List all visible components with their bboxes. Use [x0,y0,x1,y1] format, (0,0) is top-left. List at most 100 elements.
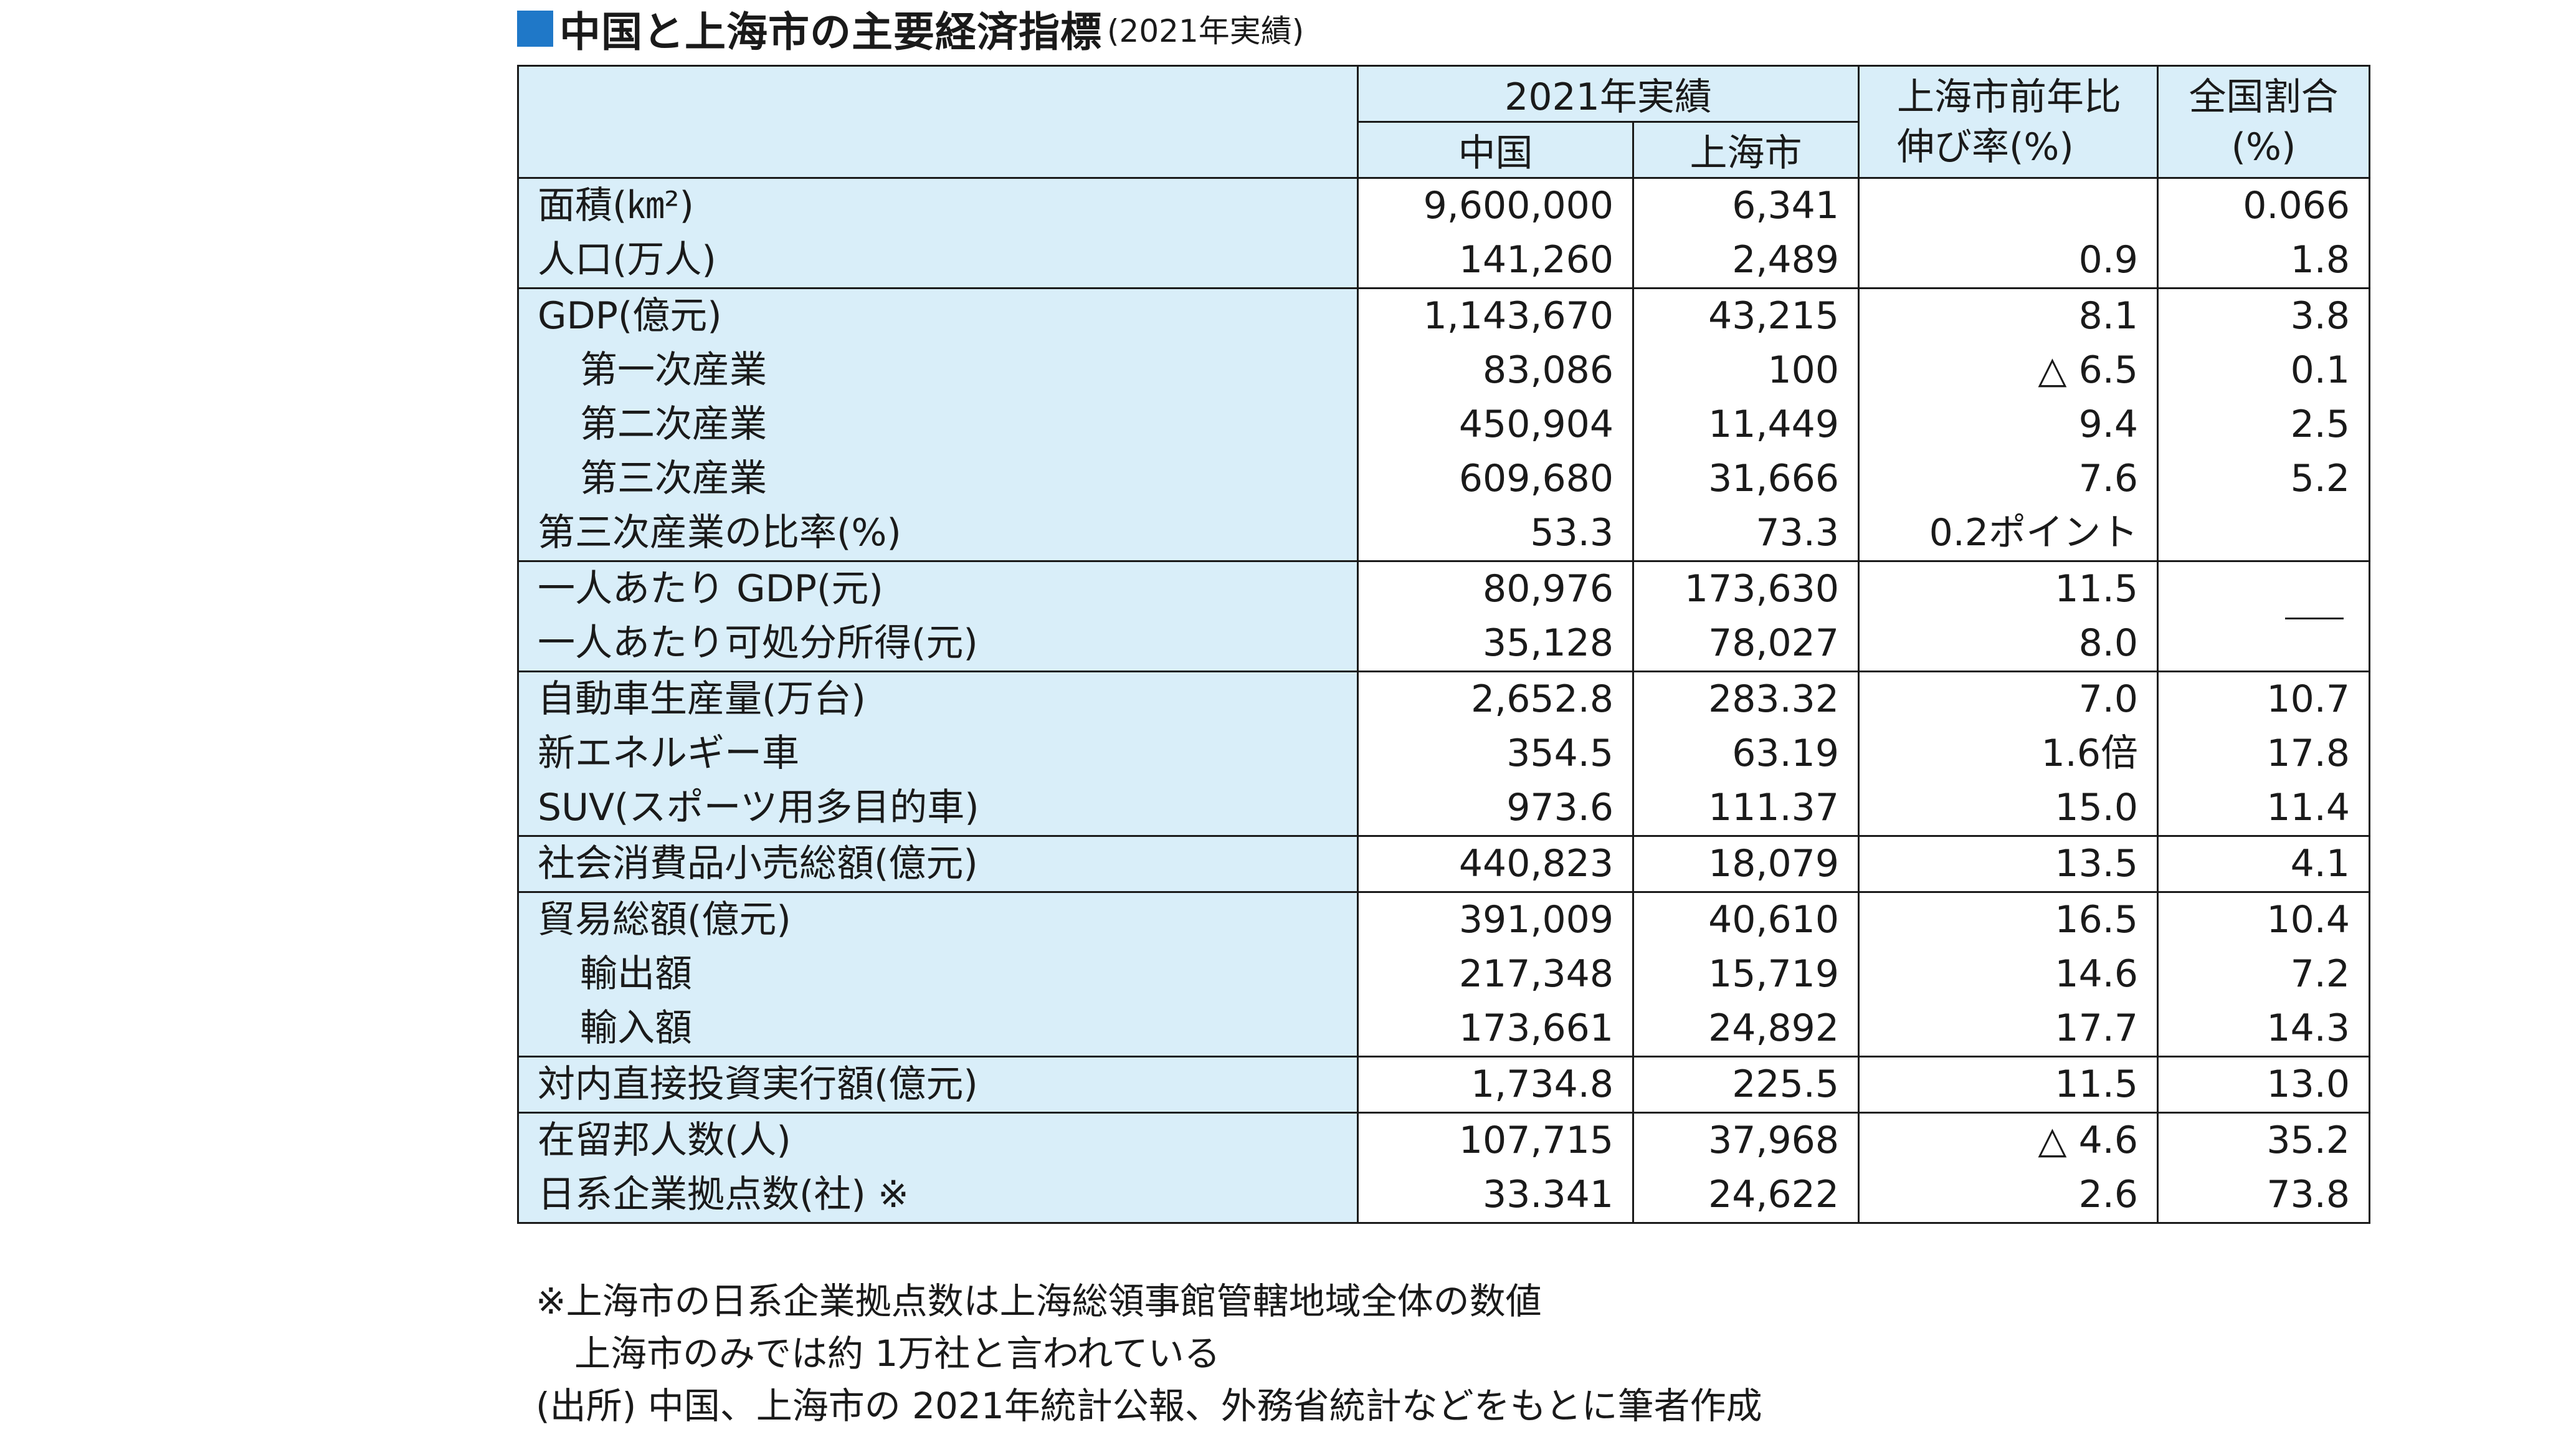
row-label: SUV(スポーツ用多目的車) [538,786,979,829]
table-row-group: 自動車生産量(万台) 新エネルギー車 SUV(スポーツ用多目的車) 2,652.8 35… [517,671,2371,837]
row-value-growth: 7.6 [2078,457,2139,500]
row-value-share: 3.8 [2290,294,2350,338]
cell-growth: 0.9 [1858,177,2159,289]
cell-label: 在留邦人数(人) 日系企業拠点数(社) ※ [517,1112,1359,1224]
row-label: 輸出額 [580,952,692,996]
row-value-china: 450,904 [1458,403,1614,446]
table-row-group: 貿易総額(億元) 輸出額 輸入額 391,009 217,348 173,661 40,61… [517,891,2371,1057]
row-label: 面積(㎞²) [538,184,694,227]
cell-share [2157,560,2371,672]
title-square-icon [517,11,553,47]
cell-label: 面積(㎞²) 人口(万人) [517,177,1359,289]
cell-china: 1,734.8 [1357,1056,1634,1114]
row-value-growth: 0.2ポイント [1929,511,2139,555]
row-value-share: 7.2 [2290,952,2350,996]
table-body: 面積(㎞²) 人口(万人) 9,600,000 141,260 6,341 2,489 0.… [517,177,2371,1224]
row-value-china: 33.341 [1483,1173,1614,1216]
table-row-group: 在留邦人数(人) 日系企業拠点数(社) ※ 107,715 33.341 37,968 2… [517,1112,2371,1224]
em-dash-mark [2285,617,2344,619]
row-value-china: 141,260 [1458,238,1614,282]
row-value-share: 0.1 [2290,348,2350,392]
cell-china: 107,715 33.341 [1357,1112,1634,1224]
cell-shanghai: 43,215 100 11,449 31,666 73.3 [1632,287,1860,562]
row-value-shanghai: 43,215 [1708,294,1840,338]
row-value-shanghai: 63.19 [1732,732,1840,775]
row-value-share: 0.066 [2243,184,2350,227]
row-value-china: 1,143,670 [1423,294,1614,338]
row-value-china: 35,128 [1483,621,1614,665]
cell-shanghai: 225.5 [1632,1056,1860,1114]
cell-share: 0.066 1.8 [2157,177,2371,289]
row-value-share: 13.0 [2266,1062,2350,1106]
row-value-growth: 17.7 [2055,1006,2139,1050]
cell-share: 35.2 73.8 [2157,1112,2371,1224]
row-value-china: 354.5 [1506,732,1614,775]
row-value-growth: 13.5 [2055,842,2139,885]
cell-growth: △ 4.6 2.6 [1858,1112,2159,1224]
row-label: 第二次産業 [580,403,767,446]
row-value-china: 391,009 [1458,898,1614,942]
cell-china: 2,652.8 354.5 973.6 [1357,671,1634,837]
row-value-share: 1.8 [2290,238,2350,282]
row-value-share: 5.2 [2290,457,2350,500]
row-value-share: 73.8 [2266,1173,2350,1216]
row-value-growth: 7.0 [2078,677,2139,721]
header-corner [517,65,1359,179]
cell-label: 社会消費品小売総額(億元) [517,835,1359,893]
cell-growth: 7.0 1.6倍 15.0 [1858,671,2159,837]
row-value-shanghai: 6,341 [1732,184,1840,227]
row-value-share: 4.1 [2290,842,2350,885]
cell-shanghai: 283.32 63.19 111.37 [1632,671,1860,837]
row-label: 第一次産業 [580,348,767,392]
row-value-share: 2.5 [2290,403,2350,446]
cell-growth: 11.5 8.0 [1858,560,2159,672]
row-value-china: 173,661 [1458,1006,1614,1050]
row-value-growth: 0.9 [2078,238,2139,282]
row-value-china: 53.3 [1530,511,1614,555]
row-label: 第三次産業 [580,457,767,500]
row-value-shanghai: 2,489 [1732,238,1840,282]
row-value-china: 107,715 [1458,1119,1614,1162]
row-value-growth: 1.6倍 [2041,732,2139,775]
table-row-group: 面積(㎞²) 人口(万人) 9,600,000 141,260 6,341 2,489 0.… [517,177,2371,289]
row-value-china: 80,976 [1483,567,1614,611]
table-row-group: 一人あたり GDP(元) 一人あたり可処分所得(元) 80,976 35,128 173… [517,560,2371,672]
row-label: 日系企業拠点数(社) ※ [538,1173,910,1216]
row-label: 人口(万人) [538,238,716,282]
row-label: 対内直接投資実行額(億元) [538,1062,978,1106]
row-value-china: 2,652.8 [1470,677,1614,721]
row-value-shanghai: 40,610 [1708,898,1840,942]
row-value-growth: 2.6 [2078,1173,2139,1216]
row-value-growth: 11.5 [2055,567,2139,611]
cell-label: GDP(億元) 第一次産業 第二次産業 第三次産業 第三次産業の比率(%) [517,287,1359,562]
header-share-line2: (%) [2231,125,2296,169]
cell-china: 1,143,670 83,086 450,904 609,680 53.3 [1357,287,1634,562]
table-row-group: 社会消費品小売総額(億元) 440,823 18,079 13.5 4.1 [517,835,2371,893]
cell-china: 440,823 [1357,835,1634,893]
table-row-group: GDP(億元) 第一次産業 第二次産業 第三次産業 第三次産業の比率(%) 1,143,6… [517,287,2371,562]
row-value-growth [1878,179,2138,233]
footnote-source: (出所) 中国、上海市の 2021年統計公報、外務省統計などをもとに筆者作成 [536,1385,1762,1427]
header-growth-line1: 上海市前年比 [1897,75,2122,119]
header-share-line1: 全国割合 [2189,75,2339,119]
row-value-shanghai: 111.37 [1708,786,1840,829]
row-value-share: 11.4 [2266,786,2350,829]
row-value-china: 9,600,000 [1423,184,1614,227]
row-value-share: 14.3 [2266,1006,2350,1050]
indicator-table: 2021年実績 上海市前年比 伸び率(%) 全国割合 (%) 中国 上海市 面積… [517,65,2371,1224]
row-label: 一人あたり GDP(元) [538,567,883,611]
row-label: 貿易総額(億元) [538,898,791,942]
header-share: 全国割合 (%) [2157,65,2371,179]
cell-growth: 13.5 [1858,835,2159,893]
table-row-group: 対内直接投資実行額(億元) 1,734.8 225.5 11.5 13.0 [517,1056,2371,1114]
cell-shanghai: 37,968 24,622 [1632,1112,1860,1224]
row-value-share: 35.2 [2266,1119,2350,1162]
cell-share: 4.1 [2157,835,2371,893]
cell-share: 13.0 [2157,1056,2371,1114]
row-value-china: 1,734.8 [1470,1062,1614,1106]
cell-share: 10.4 7.2 14.3 [2157,891,2371,1057]
row-value-growth: 9.4 [2078,403,2139,446]
row-value-growth: 8.1 [2078,294,2139,338]
row-label: 第三次産業の比率(%) [538,511,901,555]
cell-china: 391,009 217,348 173,661 [1357,891,1634,1057]
